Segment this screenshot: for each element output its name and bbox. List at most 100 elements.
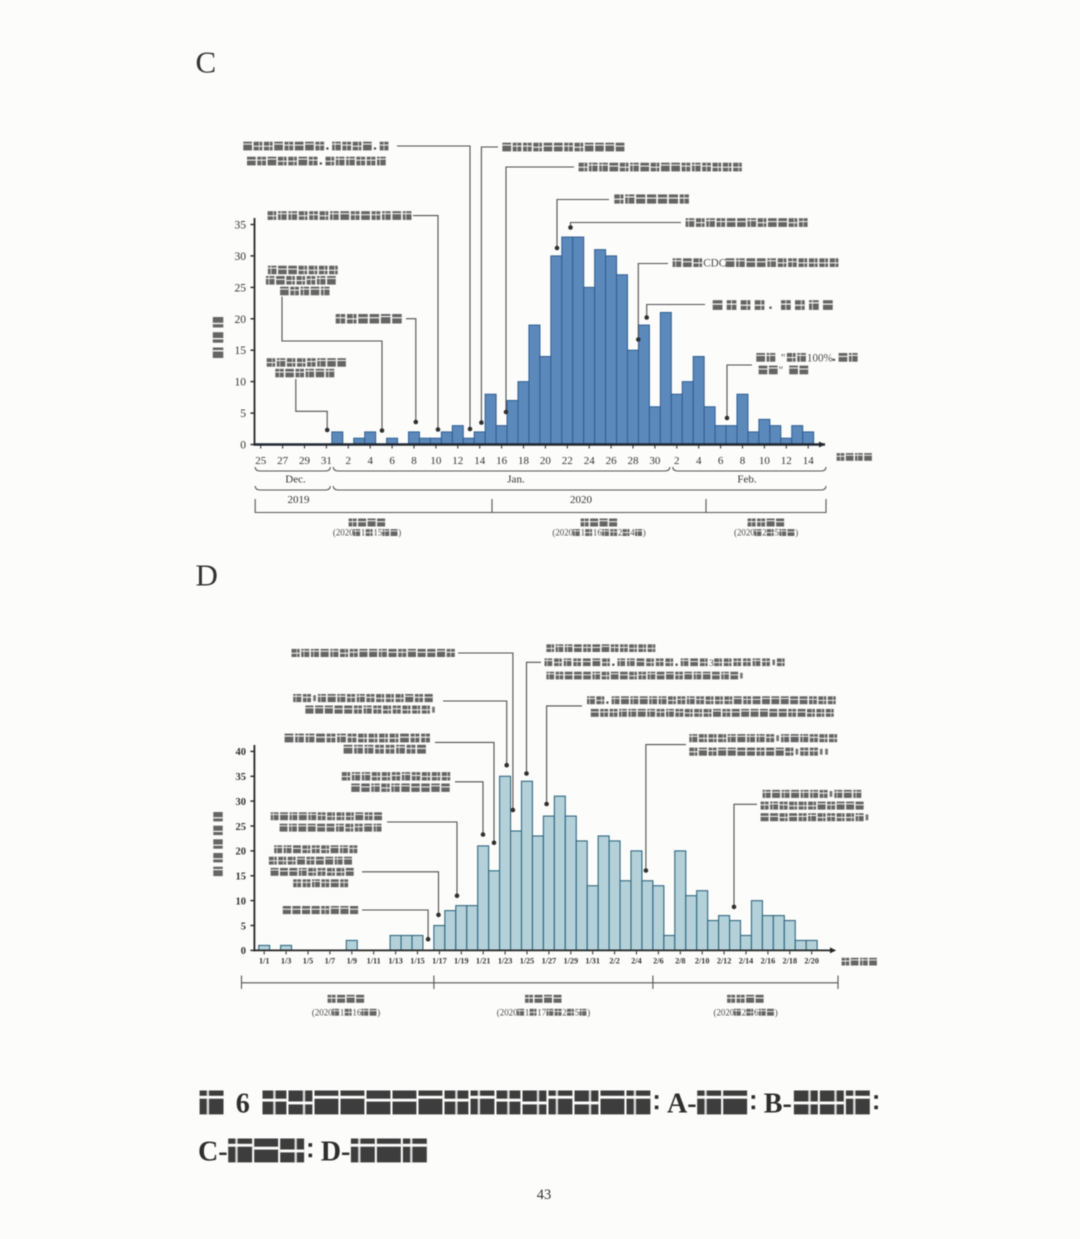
svg-text:Feb.: Feb.	[737, 474, 757, 486]
svg-text:A-: A-	[667, 1089, 697, 1120]
svg-text:2/16: 2/16	[761, 957, 776, 966]
svg-text:25: 25	[235, 282, 247, 294]
svg-text:1/25: 1/25	[520, 957, 535, 966]
svg-text:10: 10	[236, 896, 247, 907]
svg-text:16: 16	[496, 455, 508, 467]
svg-text:2: 2	[346, 455, 352, 467]
svg-text:2: 2	[562, 1007, 566, 1017]
svg-text:2/14: 2/14	[739, 957, 754, 966]
svg-text:D: D	[196, 558, 218, 593]
svg-text:1/11: 1/11	[367, 957, 381, 966]
svg-text:5: 5	[240, 408, 246, 420]
svg-text:17: 17	[537, 1007, 546, 1017]
svg-text:15: 15	[236, 872, 247, 883]
svg-text:5: 5	[775, 528, 780, 538]
svg-text:1/29: 1/29	[564, 957, 579, 966]
svg-text:0: 0	[240, 440, 246, 452]
svg-text:(2020: (2020	[497, 1007, 518, 1017]
svg-text:2/12: 2/12	[717, 957, 732, 966]
svg-text:12: 12	[452, 455, 463, 467]
svg-text:28: 28	[628, 455, 640, 467]
svg-text:4: 4	[630, 528, 635, 538]
svg-text:): )	[775, 1007, 778, 1017]
svg-text:2/8: 2/8	[675, 957, 685, 966]
svg-text:1: 1	[361, 528, 365, 538]
svg-text:1/17: 1/17	[432, 957, 447, 966]
svg-text:): )	[587, 1007, 590, 1017]
svg-text:): )	[643, 528, 646, 538]
svg-text:3: 3	[709, 658, 714, 669]
svg-text:): )	[398, 528, 401, 538]
svg-text:29: 29	[299, 455, 311, 467]
svg-text:C-: C-	[198, 1137, 228, 1168]
svg-text:6: 6	[718, 455, 724, 467]
svg-text:20: 20	[235, 314, 247, 326]
svg-text:4: 4	[367, 455, 373, 467]
svg-text:0: 0	[241, 946, 246, 957]
svg-text:35: 35	[235, 220, 247, 232]
svg-text:12: 12	[781, 455, 792, 467]
svg-text:14: 14	[803, 455, 815, 467]
svg-text:35: 35	[236, 772, 247, 783]
svg-text:1/1: 1/1	[259, 957, 269, 966]
svg-text:6: 6	[389, 455, 395, 467]
svg-text:24: 24	[584, 455, 596, 467]
svg-text:31: 31	[321, 455, 332, 467]
svg-text:Jan.: Jan.	[507, 474, 525, 486]
svg-text:40: 40	[236, 747, 247, 758]
svg-text:25: 25	[255, 455, 267, 467]
svg-text:2/2: 2/2	[609, 957, 619, 966]
svg-text:6: 6	[236, 1089, 250, 1120]
svg-text:100%: 100%	[807, 352, 833, 364]
svg-text:2/4: 2/4	[631, 957, 641, 966]
svg-text:2/10: 2/10	[695, 957, 710, 966]
svg-text:2019: 2019	[288, 494, 311, 506]
svg-text:2: 2	[618, 528, 622, 538]
svg-text:10: 10	[759, 455, 771, 467]
svg-text:10: 10	[430, 455, 442, 467]
svg-text:5: 5	[575, 1007, 580, 1017]
svg-text:15: 15	[373, 528, 382, 538]
svg-text:26: 26	[606, 455, 618, 467]
svg-text:(2020: (2020	[333, 528, 354, 538]
svg-text:1/3: 1/3	[281, 957, 291, 966]
svg-text:5: 5	[241, 921, 246, 932]
svg-text:2/18: 2/18	[783, 957, 798, 966]
svg-text:(2020: (2020	[552, 528, 573, 538]
svg-text:1/19: 1/19	[454, 957, 469, 966]
svg-text:2/20: 2/20	[804, 957, 819, 966]
svg-text:1/9: 1/9	[347, 957, 357, 966]
svg-text:1/7: 1/7	[325, 957, 335, 966]
svg-text:20: 20	[540, 455, 552, 467]
svg-text:(2020: (2020	[714, 1007, 735, 1017]
svg-text:30: 30	[649, 455, 661, 467]
svg-text:43: 43	[537, 1187, 552, 1203]
svg-text:6: 6	[754, 1007, 759, 1017]
svg-text:8: 8	[740, 455, 746, 467]
svg-text:1/15: 1/15	[410, 957, 425, 966]
svg-text:2/6: 2/6	[653, 957, 663, 966]
svg-text:1/21: 1/21	[476, 957, 491, 966]
svg-text:B-: B-	[764, 1089, 792, 1120]
svg-text:": "	[781, 352, 786, 364]
svg-text:": "	[779, 365, 784, 377]
svg-text:): )	[795, 528, 798, 538]
svg-text:14: 14	[474, 455, 486, 467]
svg-text:(2020: (2020	[734, 528, 755, 538]
svg-text:27: 27	[277, 455, 289, 467]
svg-text:2020: 2020	[570, 494, 593, 506]
svg-text:2: 2	[762, 528, 766, 538]
svg-text:1: 1	[525, 1007, 529, 1017]
svg-text:Dec.: Dec.	[285, 474, 306, 486]
svg-text:1: 1	[581, 528, 585, 538]
svg-text:1/27: 1/27	[542, 957, 557, 966]
svg-text:8: 8	[411, 455, 417, 467]
svg-text:25: 25	[236, 822, 247, 833]
svg-text:1/23: 1/23	[498, 957, 513, 966]
svg-text:4: 4	[696, 455, 702, 467]
svg-text:C: C	[196, 45, 217, 80]
svg-text:15: 15	[235, 345, 247, 357]
svg-text:18: 18	[518, 455, 530, 467]
svg-text:2: 2	[742, 1007, 746, 1017]
svg-text:20: 20	[236, 847, 247, 858]
